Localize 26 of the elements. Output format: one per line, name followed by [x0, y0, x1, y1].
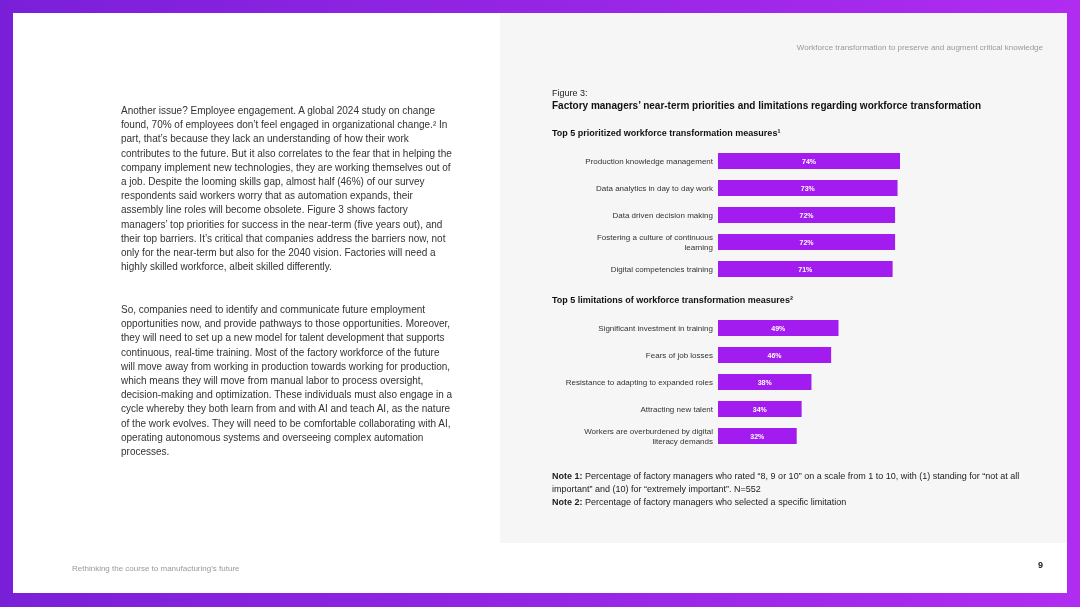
bar	[718, 374, 812, 390]
y-tick-label: Fostering a culture of continuous learning	[596, 233, 713, 252]
y-tick-label: Production knowledge management	[585, 157, 714, 166]
text: Workforce transformation to preserve and augment critical knowledge	[796, 43, 1044, 52]
y-tick-label: Workers are overburdened by digital literacy demands	[584, 427, 714, 446]
chart-subtitle: Top 5 prioritized workforce transformation measures¹	[552, 128, 781, 138]
text: Rethinking the course to manufacturing’s future	[72, 564, 241, 573]
text: Another issue? Employee engagement. A global 2024 study on change found, 70% of employees don’t feel engaged in organizational change.² In part, that’s because they lack an understanding of how their work contributes to the future. But it also correlates to the fear that in helping the company implement new technologies, they are working themselves out of a job. Despite the looming skills gap, almost half (46%) of our survey respondents said workers worry that as automation expands, their assembly line roles will become obsolete. Figure 3 shows factory managers’ top priorities for success in the near-term (five years out), and their top barriers. It’s critical that companies address the barriers now, not only for the near-term but also for the 2040 vision. Factories will need a highly skilled workforce, albeit skilled differently.	[121, 105, 452, 273]
y-tick-label: Digital competencies training	[610, 265, 713, 274]
y-tick-label: Attracting new talent	[640, 405, 714, 414]
text: So, companies need to identify and communicate future employment opportunities now, and provide pathways to those opportunities. Moreover, they will need to set up a new model for talent development that supports continuous, real-time training. Most of the factory workforce of the future will move away from working in production towards working for production, which means they will move from manual labor to process oversight, decision-making and optimization. These individuals must also engage in a cycle whereby they both learn from and with AI and teach AI, as the nature of the work evolves. They will need to be comfortable collaborating with AI, operating autonomous systems and overseeing complex automation processes.	[121, 304, 453, 458]
y-tick-label: Data analytics in day to day work	[596, 184, 714, 193]
y-tick-label: Significant investment in training	[598, 324, 713, 333]
bar	[718, 401, 802, 417]
y-tick-label: Data driven decision making	[612, 211, 713, 220]
chart-title: Top 5 limitations of workforce transformation measures²	[552, 295, 793, 305]
bar	[718, 320, 839, 336]
chart-title: Factory managers’ near-term priorities and limitations regarding workforce transformation	[552, 100, 981, 111]
bar	[718, 347, 832, 363]
text: 9	[1037, 560, 1043, 570]
text: Note 1: Percentage of factory managers who rated “8, 9 or 10” on a scale from 1 to 10, with (1) standing for “not at all important” and (10) for “extremely important”. N=552	[552, 470, 1021, 496]
text: Note 2: Percentage of factory managers who selected a specific limitation	[552, 496, 848, 509]
y-tick-label: Resistance to adapting to expanded roles	[565, 378, 713, 387]
y-tick-label: Fears of job losses	[645, 351, 713, 360]
caption: Figure 3:	[552, 88, 588, 98]
bar	[718, 428, 797, 444]
